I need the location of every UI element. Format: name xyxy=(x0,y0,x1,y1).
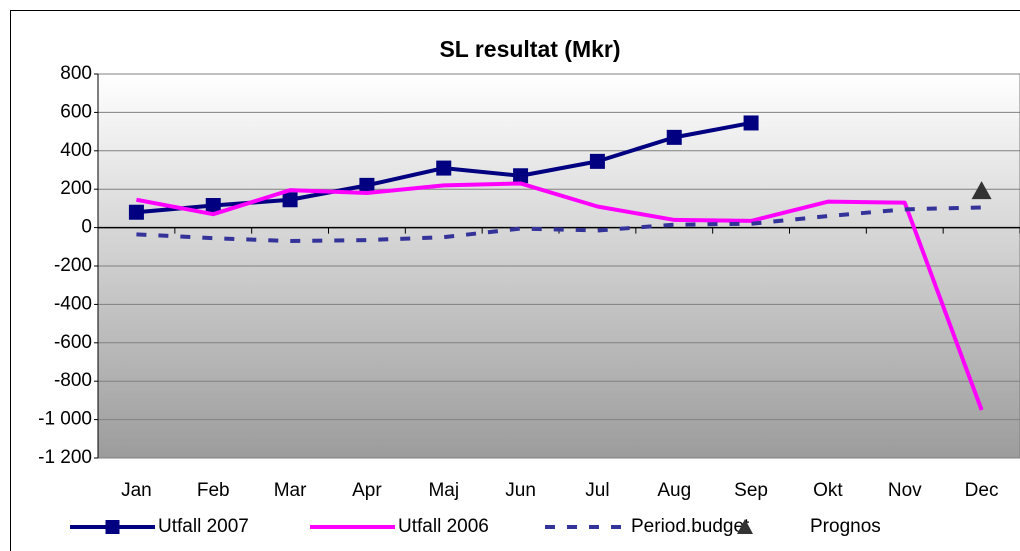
x-tick-label: Nov xyxy=(888,480,922,501)
x-tick-label: Apr xyxy=(352,480,382,501)
y-tick-label: -1 000 xyxy=(38,409,92,430)
legend-marker xyxy=(105,520,120,534)
x-tick-label: Maj xyxy=(428,480,459,501)
data-point xyxy=(666,129,682,145)
x-tick-label: Jul xyxy=(585,480,609,501)
legend-label: Utfall 2007 xyxy=(158,516,249,537)
x-tick-label: Jun xyxy=(505,480,536,501)
x-tick-label: Mar xyxy=(274,480,307,501)
y-tick-label: 0 xyxy=(81,217,92,238)
series-line xyxy=(136,181,984,411)
data-point xyxy=(282,192,298,208)
data-point xyxy=(359,177,375,193)
y-tick-label: -600 xyxy=(54,332,92,353)
data-point xyxy=(436,160,452,176)
y-tick-label: 200 xyxy=(60,178,92,199)
legend-label: Period.budget xyxy=(631,516,750,537)
series-line xyxy=(136,205,982,244)
y-tick-label: -200 xyxy=(54,255,92,276)
x-tick-label: Sep xyxy=(734,480,768,501)
x-tick-label: Feb xyxy=(197,480,230,501)
y-tick-label: 600 xyxy=(60,101,92,122)
data-point xyxy=(513,168,529,184)
y-tick-label: -400 xyxy=(54,293,92,314)
legend-label: Utfall 2006 xyxy=(398,516,489,537)
data-point xyxy=(971,181,992,200)
y-tick-label: 400 xyxy=(60,140,92,161)
x-tick-label: Okt xyxy=(813,480,843,501)
y-tick-label: 800 xyxy=(60,63,92,84)
x-tick-label: Aug xyxy=(657,480,691,501)
data-point xyxy=(128,204,144,220)
data-point xyxy=(205,198,221,214)
x-tick-label: Jan xyxy=(121,480,152,501)
data-point xyxy=(743,115,759,131)
chart-title: SL resultat (Mkr) xyxy=(439,36,620,62)
legend-label: Prognos xyxy=(810,516,881,537)
x-tick-label: Dec xyxy=(965,480,999,501)
y-tick-label: -1 200 xyxy=(38,447,92,468)
data-point xyxy=(589,153,605,169)
y-tick-label: -800 xyxy=(54,370,92,391)
legend-marker xyxy=(737,519,753,534)
